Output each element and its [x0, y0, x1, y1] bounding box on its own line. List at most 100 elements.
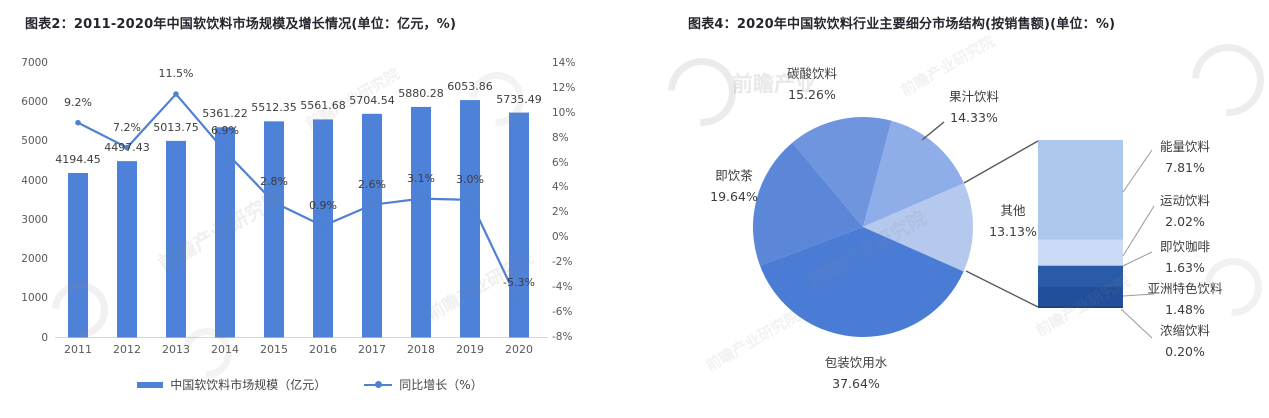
legend-label: 同比增长（%） — [399, 378, 483, 392]
line-value-label: -5.3% — [503, 276, 535, 290]
y-axis-tick-left: 2000 — [21, 253, 48, 266]
y-axis-tick-right: 2% — [552, 206, 569, 219]
y-axis-tick-left: 6000 — [21, 96, 48, 109]
pie-chart-title: 图表4：2020年中国软饮料行业主要细分市场结构(按销售额)(单位：%) — [688, 17, 1116, 32]
bar — [411, 106, 431, 338]
line-value-label: 2.8% — [260, 175, 288, 189]
y-axis-tick-left: 0 — [41, 331, 48, 344]
breakout-segment-label: 能量饮料 7.81% — [1125, 136, 1245, 178]
bar-value-label: 5361.22 — [202, 107, 248, 121]
breakout-segment-label: 即饮咖啡 1.63% — [1125, 236, 1245, 278]
line-marker — [467, 197, 473, 203]
breakout-leader-line — [1122, 251, 1153, 267]
breakout-segment-value: 1.63% — [1165, 260, 1205, 275]
line-marker — [418, 195, 424, 202]
pie-slice-name: 碳酸饮料 — [786, 66, 837, 81]
x-axis-category: 2016 — [309, 343, 337, 356]
bar-value-label: 5512.35 — [251, 101, 297, 115]
y-axis-tick-right: 10% — [552, 106, 576, 119]
y-axis-tick-left: 3000 — [21, 213, 48, 226]
y-axis-tick-right: -2% — [552, 256, 573, 269]
bar — [509, 112, 529, 338]
breakout-segment — [1038, 239, 1123, 266]
bar-line-chart-legend: 中国软饮料市场规模（亿元） 同比增长（%） — [0, 376, 620, 393]
breakout-segment-label: 运动饮料 2.02% — [1125, 190, 1245, 232]
bar — [117, 161, 137, 338]
x-axis-category: 2017 — [358, 343, 386, 356]
bar-swatch-icon — [137, 381, 164, 388]
bar-value-label: 4497.43 — [104, 141, 150, 155]
x-axis-category: 2018 — [407, 343, 435, 356]
breakout-leader-line — [1122, 293, 1155, 297]
pie-slice-label: 碳酸饮料 15.26% — [752, 63, 872, 105]
x-axis-category: 2012 — [113, 343, 141, 356]
bar — [362, 113, 382, 338]
breakout-leader-line — [1120, 308, 1153, 339]
bar-line-chart-title: 图表2：2011-2020年中国软饮料市场规模及增长情况(单位：亿元，%) — [25, 17, 457, 32]
bar — [264, 121, 284, 338]
breakout-segment-name: 即饮咖啡 — [1159, 239, 1210, 254]
pie-leader-line — [965, 270, 1039, 308]
y-axis-tick-right: 14% — [552, 56, 576, 69]
breakout-segment-name: 亚洲特色饮料 — [1147, 281, 1223, 296]
breakout-segment-value: 1.48% — [1165, 302, 1205, 317]
line-marker — [271, 199, 277, 206]
bar — [68, 173, 88, 338]
line-value-label: 11.5% — [158, 67, 194, 81]
pie-slice-name: 即饮茶 — [715, 168, 753, 183]
breakout-segment-label: 亚洲特色饮料 1.48% — [1125, 278, 1245, 320]
bar — [460, 100, 480, 338]
x-axis-category: 2014 — [211, 343, 239, 356]
pie-slice-name: 包装饮用水 — [824, 355, 888, 370]
y-axis-tick-right: 12% — [552, 81, 576, 94]
pie-slice-value: 19.64% — [710, 189, 758, 204]
line-value-label: 3.1% — [407, 171, 435, 185]
y-axis-tick-left: 1000 — [21, 292, 48, 305]
breakout-segment — [1038, 305, 1123, 308]
line-marker — [222, 148, 228, 155]
line-marker — [173, 91, 179, 97]
growth-line — [77, 92, 520, 304]
line-marker — [369, 202, 375, 208]
bar-value-label: 4194.45 — [55, 153, 101, 167]
breakout-segment-name: 浓缩饮料 — [1159, 323, 1210, 338]
y-axis-tick-right: -4% — [552, 280, 573, 293]
legend-item-bar: 中国软饮料市场规模（亿元） — [137, 376, 326, 393]
bar-value-label: 5880.28 — [398, 86, 444, 100]
pie-leader-line — [921, 121, 945, 141]
line-value-label: 0.9% — [309, 198, 337, 212]
pie-slice-value: 37.64% — [832, 376, 880, 391]
breakout-segment-name: 运动饮料 — [1159, 193, 1210, 208]
line-swatch-icon — [364, 381, 393, 388]
line-marker — [75, 119, 81, 126]
y-axis-tick-left: 7000 — [21, 57, 48, 69]
line-marker — [516, 300, 522, 306]
pie-slice-label: 即饮茶 19.64% — [674, 165, 794, 207]
breakout-leader-line — [1122, 149, 1153, 193]
pie-slice — [760, 227, 964, 337]
x-axis-category: 2011 — [64, 343, 92, 356]
bar — [215, 127, 235, 338]
breakout-segment-value: 0.20% — [1165, 344, 1205, 359]
legend-item-line: 同比增长（%） — [364, 376, 483, 393]
pie-slice-name: 果汁饮料 — [948, 89, 999, 104]
pie-slice — [863, 120, 964, 227]
line-value-label: 3.0% — [456, 172, 484, 186]
line-marker — [320, 223, 326, 229]
bar-value-label: 6053.86 — [447, 80, 493, 94]
y-axis-tick-right: 4% — [552, 181, 569, 194]
y-axis-tick-right: 0% — [552, 231, 569, 244]
y-axis-tick-right: 8% — [552, 131, 569, 144]
legend-label: 中国软饮料市场规模（亿元） — [170, 378, 327, 392]
pie-slice — [792, 117, 892, 227]
breakout-segment — [1038, 286, 1123, 306]
pie-slice-label: 包装饮用水 37.64% — [796, 352, 916, 394]
line-value-label: 6.9% — [211, 124, 239, 138]
breakout-segment — [1038, 265, 1123, 287]
line-value-label: 7.2% — [113, 120, 141, 134]
breakout-leader-line — [1122, 205, 1155, 257]
y-axis-tick-right: -6% — [552, 305, 573, 318]
bar — [166, 140, 186, 338]
